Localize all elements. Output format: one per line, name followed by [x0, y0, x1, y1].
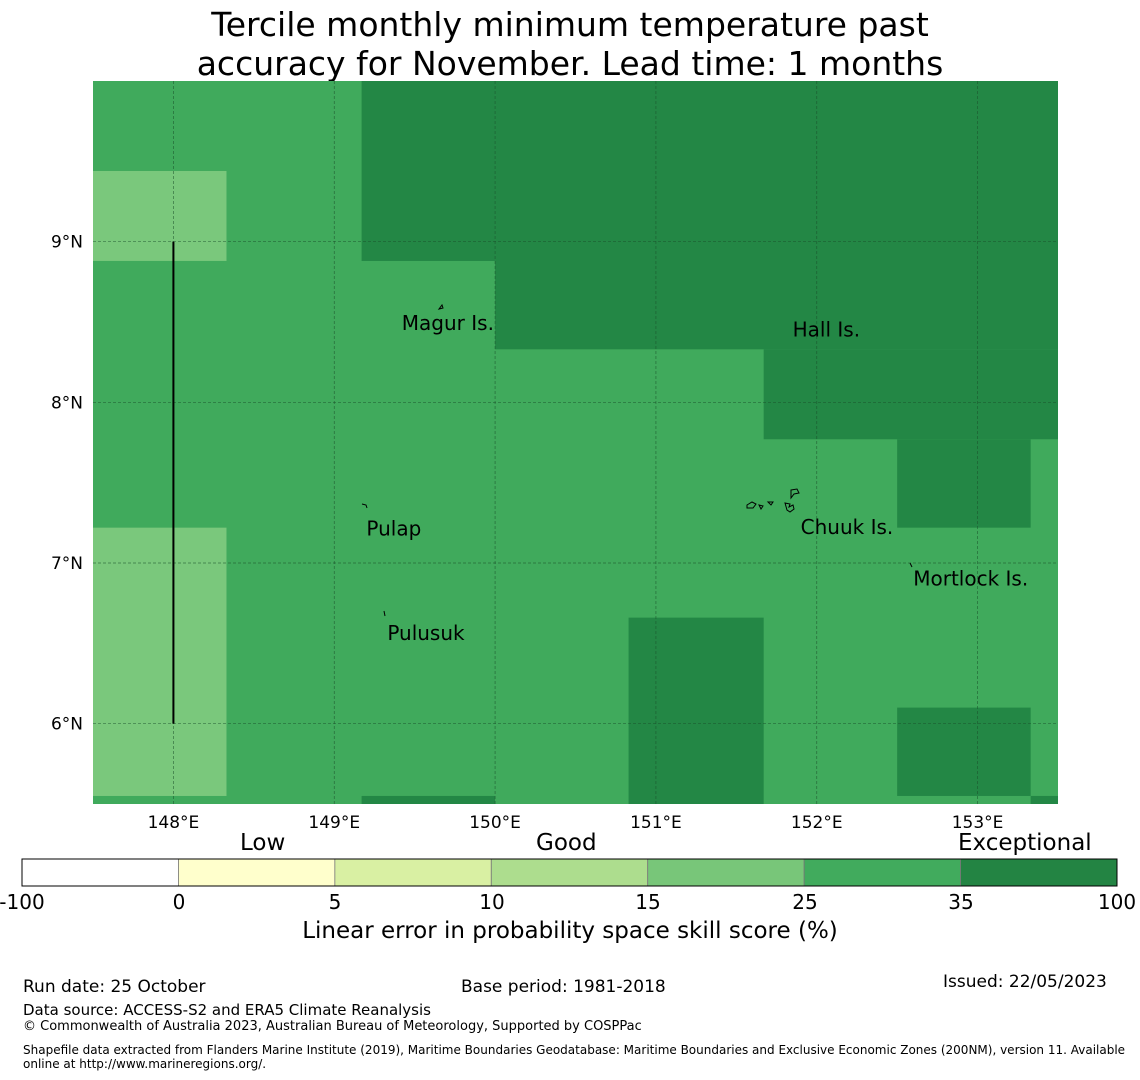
- longitude-tick-label: 150°E: [469, 813, 521, 833]
- latitude-tick-label: 9°N: [51, 233, 83, 253]
- place-label: Hall Is.: [793, 317, 860, 341]
- place-label: Pulusuk: [387, 621, 465, 645]
- place-label: Chuuk Is.: [801, 515, 894, 539]
- longitude-tick-label: 153°E: [952, 813, 1004, 833]
- colorbar-bin: [490, 858, 649, 887]
- colorbar-tick-label: 5: [328, 890, 342, 914]
- magur-island-shape: [437, 303, 444, 310]
- longitude-tick-label: 148°E: [148, 813, 200, 833]
- pulap-island-shape: [361, 503, 368, 509]
- shapefile-credit-line1: Shapefile data extracted from Flanders M…: [23, 1043, 1126, 1057]
- shapefile-credit-line2: online at http://www.marineregions.org/.: [23, 1057, 267, 1071]
- colorbar-tick-label: 10: [479, 890, 505, 914]
- place-label: Magur Is.: [402, 311, 494, 335]
- latitude-tick-label: 6°N: [51, 715, 83, 735]
- colorbar-tick-label: -100: [0, 890, 45, 914]
- skill-cell: [897, 439, 1031, 528]
- colorbar-frame: [21, 858, 1118, 887]
- colorbar-tick-label: 25: [792, 890, 818, 914]
- colorbar-bin: [334, 858, 492, 887]
- colorbar-bin: [178, 858, 336, 887]
- colorbar-tick-label: 35: [948, 890, 974, 914]
- data-source: Data source: ACCESS-S2 and ERA5 Climate …: [23, 1001, 431, 1019]
- run-date: Run date: 25 October: [23, 977, 206, 997]
- skill-cell: [628, 617, 764, 804]
- colorbar-header-low: Low: [240, 830, 286, 856]
- colorbar-bin: [960, 858, 1118, 887]
- colorbar-header-exceptional: Exceptional: [958, 830, 1092, 856]
- base-period: Base period: 1981-2018: [461, 977, 666, 997]
- latitude-tick-label: 8°N: [51, 393, 83, 413]
- longitude-tick-label: 151°E: [630, 813, 682, 833]
- colorbar-label: Linear error in probability space skill …: [302, 918, 838, 944]
- longitude-tick-label: 152°E: [791, 813, 843, 833]
- colorbar-tick-label: 100: [1097, 890, 1137, 914]
- skill-cell: [1030, 795, 1058, 804]
- place-label: Mortlock Is.: [913, 566, 1028, 590]
- copyright: © Commonwealth of Australia 2023, Austra…: [23, 1019, 642, 1034]
- place-label: Pulap: [366, 517, 421, 541]
- skill-cell: [361, 81, 496, 261]
- colorbar-bin: [803, 858, 961, 887]
- colorbar-tick-label: 15: [635, 890, 661, 914]
- colorbar-bin: [647, 858, 805, 887]
- colorbar-bin: [21, 858, 179, 887]
- skill-cell: [763, 349, 1058, 440]
- colorbar-tick-label: 0: [172, 890, 186, 914]
- page-title-line1: Tercile monthly minimum temperature past: [211, 5, 929, 44]
- skill-cell: [897, 707, 1031, 796]
- mortlock-island-shape: [909, 562, 913, 568]
- chuuk-lagoon-islands: [746, 488, 800, 513]
- longitude-tick-label: 149°E: [308, 813, 360, 833]
- page-title-line2: accuracy for November. Lead time: 1 mont…: [196, 44, 944, 83]
- issued-date: Issued: 22/05/2023: [943, 972, 1107, 992]
- latitude-tick-label: 7°N: [51, 554, 83, 574]
- skill-cell: [361, 795, 496, 804]
- skill-cell: [93, 170, 227, 261]
- skill-cell: [495, 81, 1058, 350]
- colorbar-header-good: Good: [536, 830, 597, 856]
- pulusuk-island-shape: [383, 610, 386, 617]
- skill-cell: [93, 527, 227, 796]
